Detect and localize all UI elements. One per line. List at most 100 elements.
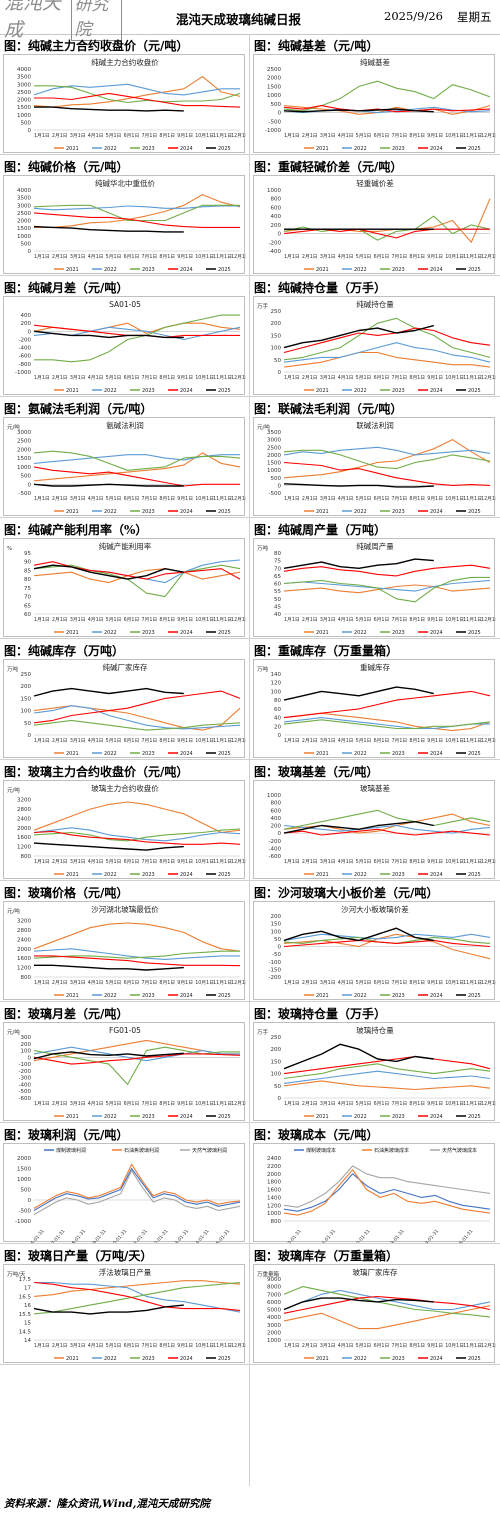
y-tick-label: 50	[274, 937, 281, 943]
series-line	[33, 705, 241, 730]
series-line	[283, 446, 491, 456]
chart-title: FG01-05	[109, 1026, 141, 1035]
y-tick-label: 200	[271, 824, 282, 830]
chart-box: 沙河湖北玻璃最低价 元/吨 800 1200 1600 2000 2400 2800 3200 1…	[3, 901, 246, 1000]
x-tick-label: 9月1日	[177, 738, 193, 744]
chart-title: 玻璃基差	[360, 783, 390, 793]
legend-label: 2023	[392, 1114, 405, 1120]
y-tick-label: 1000	[267, 188, 281, 194]
legend-label: 2023	[392, 993, 405, 999]
x-tick-label: 10月1日	[445, 617, 464, 623]
x-tick-label: 2月1日	[302, 496, 318, 502]
x-tick-label: 12月1日	[481, 1343, 496, 1349]
y-tick-label: -200	[269, 839, 282, 845]
y-tick-label: 1000	[267, 1211, 281, 1217]
panel-title: 图：纯碱月差（元/吨）	[4, 281, 129, 295]
legend-label: 2022	[354, 872, 367, 878]
x-tick-label: 8月1日	[159, 254, 175, 260]
x-tick-label: 2月1日	[52, 1101, 68, 1107]
y-tick-label: -50	[272, 952, 281, 958]
chart-box: SA01-05 -1000 -800 -600 -400 -200 0 200 400 1月1日 2…	[3, 296, 246, 395]
x-tick-label: 2月1日	[302, 738, 318, 744]
series-line	[33, 922, 241, 952]
panel-title: 图：玻璃价格（元/吨）	[4, 886, 129, 900]
y-tick-label: 1000	[17, 1177, 31, 1183]
legend-label: 2022	[104, 146, 117, 152]
x-tick-label: 5月1日	[356, 1343, 372, 1349]
y-unit-label: 元/吨	[257, 423, 270, 431]
series-line	[283, 576, 490, 603]
x-tick-label: 11月1日	[463, 1343, 482, 1349]
y-tick-label: 60	[274, 582, 281, 588]
y-tick-label: -100	[19, 1062, 32, 1068]
x-tick-label: 7月1日	[391, 859, 407, 865]
y-tick-label: 65	[274, 574, 281, 580]
y-tick-label: 120	[271, 681, 282, 687]
legend-label: 2023	[392, 872, 405, 878]
series-line	[283, 317, 491, 361]
legend-label: 2022	[354, 993, 367, 999]
x-tick-label: 11月1日	[213, 859, 232, 865]
legend-label: 2025	[218, 872, 231, 878]
series-line	[33, 705, 241, 731]
y-tick-label: 75	[24, 586, 31, 592]
y-tick-label: 0	[278, 111, 282, 117]
series-line	[283, 1165, 491, 1208]
row-divider	[0, 1364, 500, 1365]
series-line	[33, 719, 241, 731]
y-tick-label: 500	[271, 476, 282, 482]
y-tick-label: 100	[21, 709, 32, 715]
x-tick-label: 5月1日	[106, 375, 122, 381]
legend-label: 石油焦玻璃成本	[374, 1147, 409, 1154]
legend-label: 2022	[104, 872, 117, 878]
y-tick-label: 2000	[267, 76, 281, 82]
y-tick-label: 0	[28, 128, 32, 134]
y-tick-label: -600	[19, 1096, 32, 1102]
x-tick-label: 7月1日	[391, 617, 407, 623]
x-tick-label: 11月1日	[213, 375, 232, 381]
legend-label: 2024	[430, 993, 443, 999]
legend-label: 煤制玻璃利润	[56, 1147, 86, 1154]
y-tick-label: 85	[24, 568, 31, 574]
series-line	[33, 687, 184, 697]
x-tick-label: 6月1日	[374, 375, 390, 381]
legend-label: 2024	[430, 872, 443, 878]
legend-label: 煤制玻璃成本	[306, 1147, 336, 1154]
legend-label: 2024	[180, 388, 193, 394]
chart-panel: 图：氨碱法毛利润（元/吨） 氨碱法利润 元/吨 -500 0 500 1000 1500 200…	[0, 397, 250, 518]
series-line	[33, 568, 241, 584]
y-tick-label: 1600	[17, 835, 31, 841]
y-tick-label: 1500	[267, 461, 281, 467]
x-tick-label: 10月1日	[445, 254, 464, 260]
row-divider	[0, 1243, 500, 1244]
chart-title: 联碱法利润	[356, 420, 394, 430]
y-tick-label: 2500	[17, 211, 31, 217]
x-tick-label: 1月1日	[34, 496, 50, 502]
chart-svg: 轻重碱价差 -400 -200 0 200 400 600 800 1000 1月1日 2月1日 3月…	[267, 178, 496, 273]
x-tick-label: 4月1日	[88, 738, 104, 744]
y-tick-label: 2000	[17, 947, 31, 953]
series-line	[33, 225, 184, 233]
series-line	[33, 76, 241, 108]
x-tick-label: 3月1日	[70, 1101, 86, 1107]
x-tick-label: 9月1日	[427, 617, 443, 623]
series-line	[33, 1170, 241, 1216]
y-tick-label: 0	[28, 733, 32, 739]
series-line	[33, 330, 184, 339]
x-tick-label: 8月1日	[159, 738, 175, 744]
y-tick-label: 80	[274, 551, 281, 557]
legend-label: 2024	[430, 267, 443, 273]
x-tick-label: 2022-01-31	[350, 1228, 372, 1243]
chart-box: -1000 -500 0 500 1000 1500 2000 2016-01-31 2017-…	[3, 1143, 245, 1243]
chart-title: SA01-05	[109, 300, 141, 309]
x-tick-label: 12月1日	[481, 980, 496, 986]
x-tick-label: 6月1日	[124, 617, 140, 623]
source-footer: 资料来源：隆众资讯,Wind,混沌天成研究院	[4, 1498, 210, 1510]
panel-title: 图：纯碱持仓量（万手）	[254, 281, 387, 295]
x-tick-label: 7月1日	[141, 738, 157, 744]
y-tick-label: -500	[19, 1089, 32, 1095]
y-tick-label: 200	[21, 684, 32, 690]
y-tick-label: 200	[21, 1042, 32, 1048]
